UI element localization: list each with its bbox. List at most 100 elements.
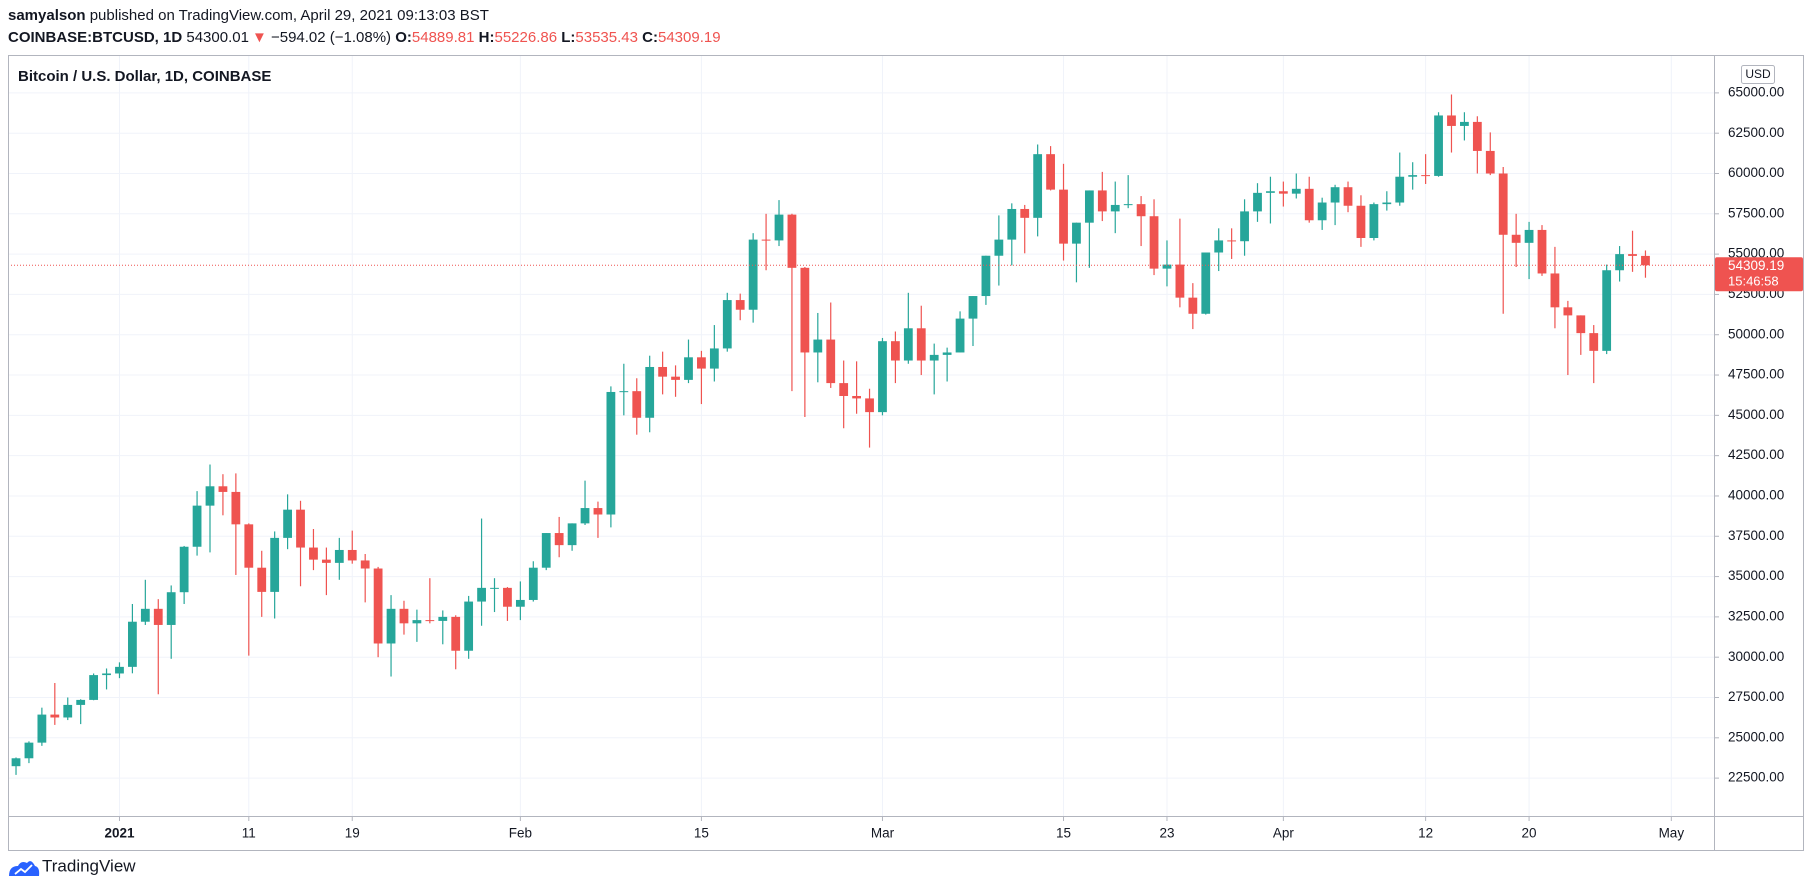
y-tick-label: 32500.00: [1728, 608, 1784, 623]
candle-body: [1356, 205, 1366, 238]
candle-body: [800, 267, 810, 353]
candle-body: [554, 533, 564, 546]
y-tick-label: 30000.00: [1728, 649, 1784, 664]
candle-body: [1136, 204, 1146, 217]
candle-body: [697, 357, 706, 369]
grid: [8, 55, 1714, 816]
change: −594.02 (−1.08%): [271, 29, 391, 46]
candle-body: [1227, 240, 1237, 242]
x-tick-label: Mar: [871, 826, 895, 841]
candle-body: [166, 592, 176, 625]
logo-line: [14, 864, 33, 875]
candle-body: [425, 620, 435, 622]
candle-body: [1072, 222, 1081, 244]
candle-body: [1628, 254, 1637, 256]
candle-body: [735, 300, 745, 310]
candle-body: [1175, 264, 1185, 298]
candle-body: [1097, 190, 1107, 212]
candle-body: [1304, 188, 1314, 221]
y-tick-label: 25000.00: [1728, 729, 1784, 744]
currency: USD: [1745, 67, 1771, 81]
candle-body: [76, 699, 86, 705]
candle-body: [606, 391, 616, 515]
candle-body: [748, 239, 758, 310]
candle-body: [1369, 204, 1379, 238]
candle-body: [1550, 273, 1560, 308]
candle-body: [1007, 208, 1017, 240]
logo: TradingView: [9, 856, 136, 876]
candle-body: [903, 328, 913, 361]
publisher: samyalson: [8, 7, 86, 24]
candle-body: [102, 673, 111, 676]
x-tick-label: May: [1659, 826, 1685, 841]
currency-box: [1741, 65, 1775, 84]
candle-body: [761, 239, 771, 241]
candle-body: [981, 255, 991, 297]
candle-body: [1046, 154, 1055, 190]
open-value: 54889.81: [412, 29, 475, 46]
candle-body: [671, 376, 680, 380]
candle-body: [503, 587, 512, 607]
x-tick-label: Apr: [1273, 826, 1295, 841]
candle-body: [218, 486, 228, 492]
candle-body: [1020, 208, 1030, 218]
last-price-box: [1715, 257, 1803, 292]
x-tick-label: 20: [1522, 826, 1537, 841]
candle-body: [1266, 191, 1275, 193]
y-tick-label: 57500.00: [1728, 205, 1784, 220]
y-tick-label: 65000.00: [1728, 84, 1784, 99]
candle-body: [1576, 315, 1586, 334]
candle-body: [1149, 216, 1159, 269]
high-label: H:: [479, 29, 495, 46]
y-tick-label: 35000.00: [1728, 568, 1784, 583]
candle-body: [1330, 187, 1340, 203]
candle-body: [50, 714, 60, 718]
x-tick-label: 2021: [104, 826, 135, 841]
candle-body: [1110, 204, 1120, 212]
candle-body: [360, 560, 370, 569]
candle-body: [464, 601, 474, 651]
candle-body: [955, 318, 965, 353]
candle-body: [709, 348, 719, 369]
candle-body: [1382, 202, 1392, 205]
candle-body: [1395, 176, 1405, 203]
y-tick-label: 50000.00: [1728, 326, 1784, 341]
quote-line: COINBASE:BTCUSD, 1D 54300.01 ▼ −594.02 (−…: [8, 29, 721, 46]
x-tick-label: Feb: [509, 826, 532, 841]
candle-body: [244, 524, 254, 568]
candle-body: [128, 621, 137, 667]
close-label: C:: [642, 29, 658, 46]
candle-body: [632, 391, 642, 418]
candle-body: [270, 537, 280, 592]
candle-body: [451, 616, 461, 651]
y-tick-label: 45000.00: [1728, 407, 1784, 422]
candle-body: [438, 616, 448, 621]
candle-body: [89, 675, 99, 700]
candle-body: [929, 354, 939, 361]
candle-body: [684, 357, 693, 380]
candle-body: [528, 567, 538, 600]
candle-body: [477, 587, 486, 602]
candle-body: [541, 533, 551, 568]
candle-body: [567, 523, 577, 546]
candle-body: [1408, 175, 1418, 177]
candle-body: [1343, 187, 1353, 206]
candle-body: [1472, 121, 1482, 151]
candle-body: [1421, 175, 1431, 177]
candle-body: [115, 666, 124, 674]
candle-body: [942, 352, 952, 355]
candle-body: [645, 366, 655, 418]
x-tick-label: 11: [242, 826, 256, 841]
candle-body: [787, 214, 797, 268]
candle-body: [1291, 188, 1301, 194]
candle-body: [1278, 191, 1288, 194]
candle-body: [878, 341, 887, 413]
candle-body: [1589, 333, 1599, 351]
candle-body: [515, 599, 525, 607]
candles: [8, 94, 1714, 775]
candle-body: [1641, 255, 1650, 266]
x-tick-label: 15: [694, 826, 709, 841]
chart-frame: [8, 55, 1804, 851]
candle-body: [24, 742, 34, 759]
